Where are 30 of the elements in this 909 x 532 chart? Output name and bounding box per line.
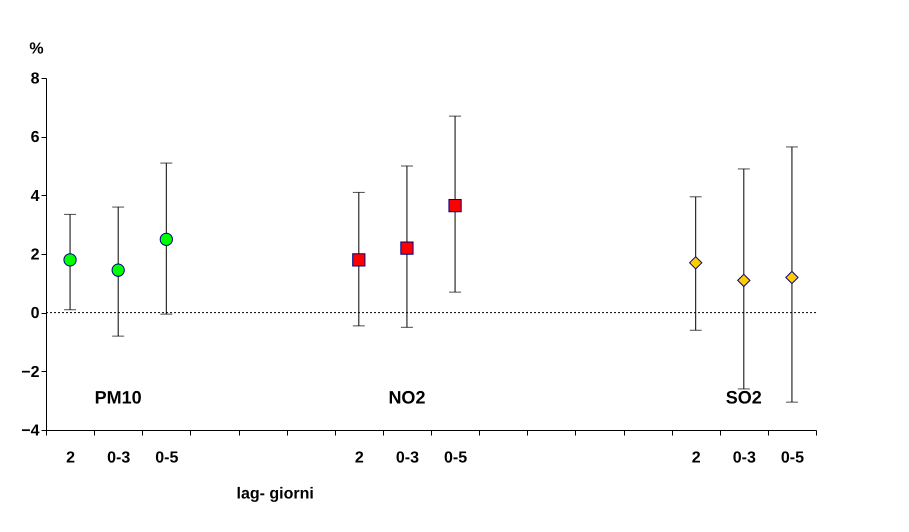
x-tick-label: 0-5 (444, 450, 468, 466)
y-tick-label: 8 (30, 70, 40, 88)
annotation: PM10 (94, 387, 142, 408)
y-axis-title: % (29, 40, 44, 58)
y-tick-label: 2 (30, 246, 40, 264)
point (63, 253, 77, 266)
x-tick-label: 0-5 (780, 450, 804, 466)
x-tick-label: 0-3 (107, 450, 130, 466)
x-tick-label: 2 (66, 450, 76, 466)
x-tick-label: 0-3 (732, 450, 756, 466)
y-tick-label: −2 (21, 364, 40, 381)
point (160, 232, 173, 246)
point (737, 274, 750, 288)
y-tick-label: −4 (21, 422, 40, 440)
point (400, 242, 414, 255)
point (448, 198, 462, 212)
y-tick-label: 6 (30, 129, 40, 146)
x-tick-label: 2 (354, 450, 364, 466)
point (112, 264, 125, 277)
y-tick-label: 4 (30, 188, 40, 205)
point (785, 270, 799, 284)
point (352, 253, 366, 266)
x-tick-label: 0-5 (155, 450, 178, 466)
annotation: SO2 (726, 387, 762, 408)
point (689, 256, 702, 270)
x-axis-title: lag- giorni (236, 486, 314, 502)
y-tick-label: 0 (30, 305, 40, 322)
x-tick-label: 2 (692, 450, 701, 466)
annotation: NO2 (388, 387, 426, 408)
x-tick-label: 0-3 (396, 450, 420, 466)
